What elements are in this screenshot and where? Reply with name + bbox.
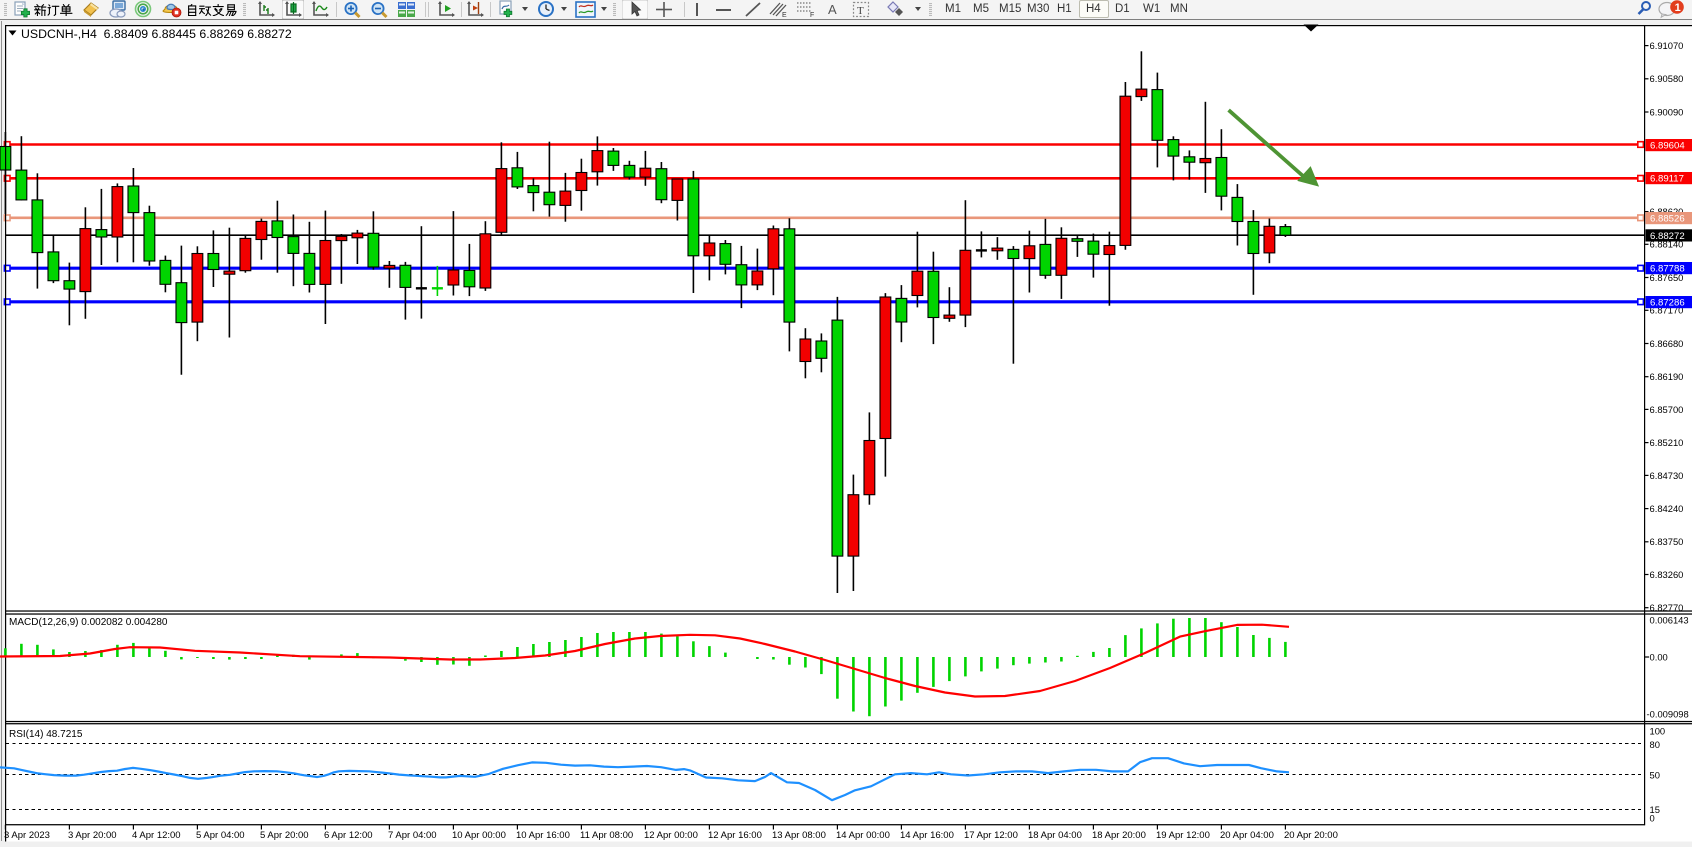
svg-text:7 Apr 04:00: 7 Apr 04:00 — [388, 830, 437, 841]
svg-text:6.86680: 6.86680 — [1650, 338, 1684, 349]
svg-text:4 Apr 12:00: 4 Apr 12:00 — [132, 830, 181, 841]
svg-text:6 Apr 12:00: 6 Apr 12:00 — [324, 830, 373, 841]
svg-text:18 Apr 04:00: 18 Apr 04:00 — [1028, 830, 1082, 841]
svg-text:17 Apr 12:00: 17 Apr 12:00 — [964, 830, 1018, 841]
svg-text:3 Apr 2023: 3 Apr 2023 — [4, 830, 50, 841]
svg-text:18 Apr 20:00: 18 Apr 20:00 — [1092, 830, 1146, 841]
svg-text:20 Apr 04:00: 20 Apr 04:00 — [1220, 830, 1274, 841]
svg-text:6.89117: 6.89117 — [1650, 174, 1684, 185]
svg-text:F: F — [810, 12, 814, 19]
svg-text:20 Apr 20:00: 20 Apr 20:00 — [1284, 830, 1338, 841]
svg-text:0: 0 — [1650, 813, 1655, 824]
svg-text:1: 1 — [1675, 2, 1681, 14]
svg-text:50: 50 — [1650, 770, 1660, 781]
svg-text:12 Apr 16:00: 12 Apr 16:00 — [708, 830, 762, 841]
svg-text:5 Apr 04:00: 5 Apr 04:00 — [196, 830, 245, 841]
svg-text:0.006143: 0.006143 — [1650, 615, 1689, 626]
svg-text:10 Apr 00:00: 10 Apr 00:00 — [452, 830, 506, 841]
svg-text:6.88272: 6.88272 — [1650, 231, 1685, 242]
svg-text:100: 100 — [1650, 726, 1666, 737]
svg-text:RSI(14) 48.7215: RSI(14) 48.7215 — [9, 729, 83, 740]
svg-text:13 Apr 08:00: 13 Apr 08:00 — [772, 830, 826, 841]
svg-text:6.85210: 6.85210 — [1650, 437, 1684, 448]
svg-text:6.86190: 6.86190 — [1650, 371, 1684, 382]
svg-text:6.83260: 6.83260 — [1650, 569, 1684, 580]
svg-text:6.87286: 6.87286 — [1650, 298, 1685, 309]
svg-text:MACD(12,26,9) 0.002082 0.00428: MACD(12,26,9) 0.002082 0.004280 — [9, 617, 168, 628]
svg-text:6.90580: 6.90580 — [1650, 73, 1684, 84]
svg-text:19 Apr 12:00: 19 Apr 12:00 — [1156, 830, 1210, 841]
svg-text:6.88140: 6.88140 — [1650, 239, 1684, 250]
svg-text:6.87788: 6.87788 — [1650, 264, 1685, 275]
svg-text:6.87650: 6.87650 — [1650, 272, 1684, 283]
svg-text:6.85700: 6.85700 — [1650, 404, 1684, 415]
svg-text:6.82770: 6.82770 — [1650, 602, 1684, 613]
svg-text:12 Apr 00:00: 12 Apr 00:00 — [644, 830, 698, 841]
svg-text:-0.009098: -0.009098 — [1647, 709, 1689, 720]
svg-text:6.87170: 6.87170 — [1650, 305, 1684, 316]
svg-text:6.83750: 6.83750 — [1650, 536, 1684, 547]
svg-text:80: 80 — [1650, 739, 1660, 750]
svg-text:E: E — [782, 12, 787, 19]
svg-text:6.84730: 6.84730 — [1650, 470, 1684, 481]
svg-text:14 Apr 16:00: 14 Apr 16:00 — [900, 830, 954, 841]
svg-text:10 Apr 16:00: 10 Apr 16:00 — [516, 830, 570, 841]
svg-text:15: 15 — [1650, 804, 1660, 815]
svg-text:6.84240: 6.84240 — [1650, 503, 1684, 514]
svg-text:6.89604: 6.89604 — [1650, 141, 1685, 152]
svg-text:14 Apr 00:00: 14 Apr 00:00 — [836, 830, 890, 841]
svg-text:0.00: 0.00 — [1650, 651, 1668, 662]
svg-text:11 Apr 08:00: 11 Apr 08:00 — [580, 830, 633, 841]
svg-text:T: T — [857, 5, 864, 17]
svg-text:USDCNH-,H4 6.88409 6.88445 6.: USDCNH-,H4 6.88409 6.88445 6.88269 6.882… — [21, 27, 292, 41]
svg-text:6.88620: 6.88620 — [1650, 206, 1684, 217]
svg-text:5 Apr 20:00: 5 Apr 20:00 — [260, 830, 309, 841]
svg-text:3 Apr 20:00: 3 Apr 20:00 — [68, 830, 117, 841]
svg-text:6.88526: 6.88526 — [1650, 214, 1685, 225]
svg-text:6.90090: 6.90090 — [1650, 106, 1684, 117]
svg-text:6.91070: 6.91070 — [1650, 40, 1684, 51]
